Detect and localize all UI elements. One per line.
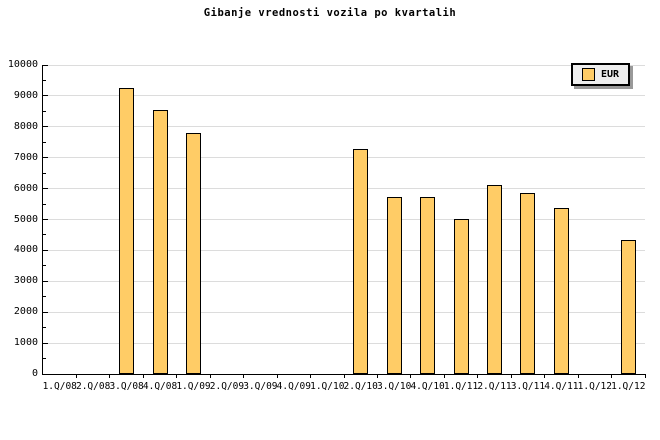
y-axis-label: 9000 <box>13 89 38 101</box>
y-axis-minor-tick <box>43 203 46 205</box>
y-axis-major-tick <box>43 342 48 344</box>
x-axis-label: 3.Q/11 <box>510 381 546 392</box>
y-axis-minor-tick <box>43 172 46 174</box>
y-axis-minor-tick <box>43 79 46 81</box>
x-axis-tick <box>209 374 211 378</box>
x-axis-label: 2.Q/11 <box>477 381 512 392</box>
x-axis-tick <box>410 374 412 378</box>
y-axis-minor-tick <box>43 110 46 112</box>
x-axis-label: 4.Q/11 <box>544 381 579 392</box>
y-axis-major-tick <box>43 219 48 220</box>
x-axis-label: 2.Q/09 <box>209 381 245 392</box>
chart-title: Gibanje vrednosti vozila po kvartalih <box>203 7 457 19</box>
legend: EUR <box>571 63 631 86</box>
x-axis-tick <box>310 374 312 378</box>
y-axis-label: 8000 <box>13 120 38 132</box>
bar-3.Q/08 <box>119 88 135 374</box>
x-axis-label: 3.Q/09 <box>243 381 278 392</box>
y-axis-minor-tick <box>43 234 46 236</box>
y-axis-major-tick <box>43 157 48 159</box>
gridline <box>43 219 645 220</box>
bar-1.Q/12 <box>620 239 636 374</box>
y-axis-label: 7000 <box>13 151 38 163</box>
x-axis-tick <box>243 374 245 378</box>
y-axis-label: 5000 <box>13 213 38 225</box>
gridline <box>43 342 645 344</box>
y-axis-label: 3000 <box>13 275 38 287</box>
bar-1.Q/11 <box>453 218 469 374</box>
y-axis-major-tick <box>43 373 48 375</box>
y-axis-major-tick <box>43 311 48 313</box>
x-axis-tick <box>75 374 77 378</box>
y-axis-minor-tick <box>43 327 46 329</box>
y-axis-minor-tick <box>43 265 46 267</box>
x-axis-label: 1.Q/08 <box>42 381 77 392</box>
x-axis-label: 1.Q/10 <box>310 381 345 392</box>
gridline <box>43 311 645 313</box>
bar-3.Q/10 <box>386 196 402 374</box>
bar-4.Q/08 <box>152 109 168 374</box>
x-axis-label: 1.Q/11 <box>443 381 479 392</box>
x-axis-tick <box>276 374 278 378</box>
x-axis-tick <box>343 374 345 378</box>
y-axis-label: 10000 <box>7 59 38 70</box>
bar-4.Q/11 <box>553 208 569 374</box>
x-axis-label: 1.Q/09 <box>176 381 211 392</box>
x-axis-tick <box>443 374 445 378</box>
plot-area: 0 1000 2000 3000 4000 5000 6000 7000 8000 9000 100… <box>8 60 646 392</box>
x-axis-label: 2.Q/08 <box>75 381 111 392</box>
x-axis-tick <box>176 374 178 378</box>
x-axis-label: 4.Q/10 <box>410 381 445 392</box>
gridline <box>43 280 645 282</box>
y-axis-label: 0 <box>31 368 38 379</box>
y-axis-label: 4000 <box>13 244 38 256</box>
bar-4.Q/10 <box>420 196 436 374</box>
x-axis-tick <box>109 374 111 378</box>
y-axis-major-tick <box>43 280 48 282</box>
x-axis-tick <box>544 374 546 378</box>
gridline <box>43 249 645 251</box>
gridline <box>43 64 645 66</box>
bar-2.Q/11 <box>487 185 502 374</box>
x-axis-label: 3.Q/08 <box>109 381 144 392</box>
x-axis-tick <box>376 374 378 378</box>
y-axis-major-tick <box>43 95 48 97</box>
x-axis-label: 3.Q/10 <box>376 381 412 392</box>
x-axis-tick <box>142 374 144 378</box>
legend-swatch-icon <box>582 68 595 81</box>
y-axis-label: 2000 <box>13 306 38 318</box>
bar-1.Q/09 <box>186 132 201 374</box>
gridline <box>43 188 645 190</box>
y-axis-label: 1000 <box>13 337 38 349</box>
y-axis-major-tick <box>43 188 48 190</box>
gridline <box>43 157 645 159</box>
x-axis-label: 2.Q/10 <box>343 381 378 392</box>
gridline <box>43 126 645 128</box>
y-axis-minor-tick <box>43 296 46 298</box>
y-axis-major-tick <box>43 126 48 128</box>
y-axis-label: 6000 <box>13 182 38 194</box>
x-axis-tick <box>510 374 512 378</box>
x-axis-tick <box>611 374 613 378</box>
x-axis-tick <box>644 374 646 378</box>
legend-label: EUR <box>601 69 620 80</box>
y-axis-major-tick <box>43 64 48 66</box>
bar-2.Q/10 <box>353 149 369 374</box>
x-axis-label: 1.Q/12 <box>577 381 612 392</box>
y-axis-major-tick <box>43 249 48 251</box>
x-axis-tick <box>577 374 579 378</box>
y-axis-minor-tick <box>43 358 46 360</box>
x-axis-label: 4.Q/08 <box>142 381 178 392</box>
x-axis-tick <box>477 374 479 378</box>
x-axis-label: 1.Q/12 <box>611 381 646 392</box>
bar-3.Q/11 <box>520 192 536 374</box>
y-axis-minor-tick <box>43 141 46 143</box>
gridline <box>43 95 645 97</box>
x-axis-label: 4.Q/09 <box>276 381 311 392</box>
